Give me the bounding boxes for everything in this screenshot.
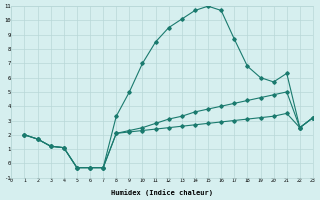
X-axis label: Humidex (Indice chaleur): Humidex (Indice chaleur): [111, 189, 213, 196]
